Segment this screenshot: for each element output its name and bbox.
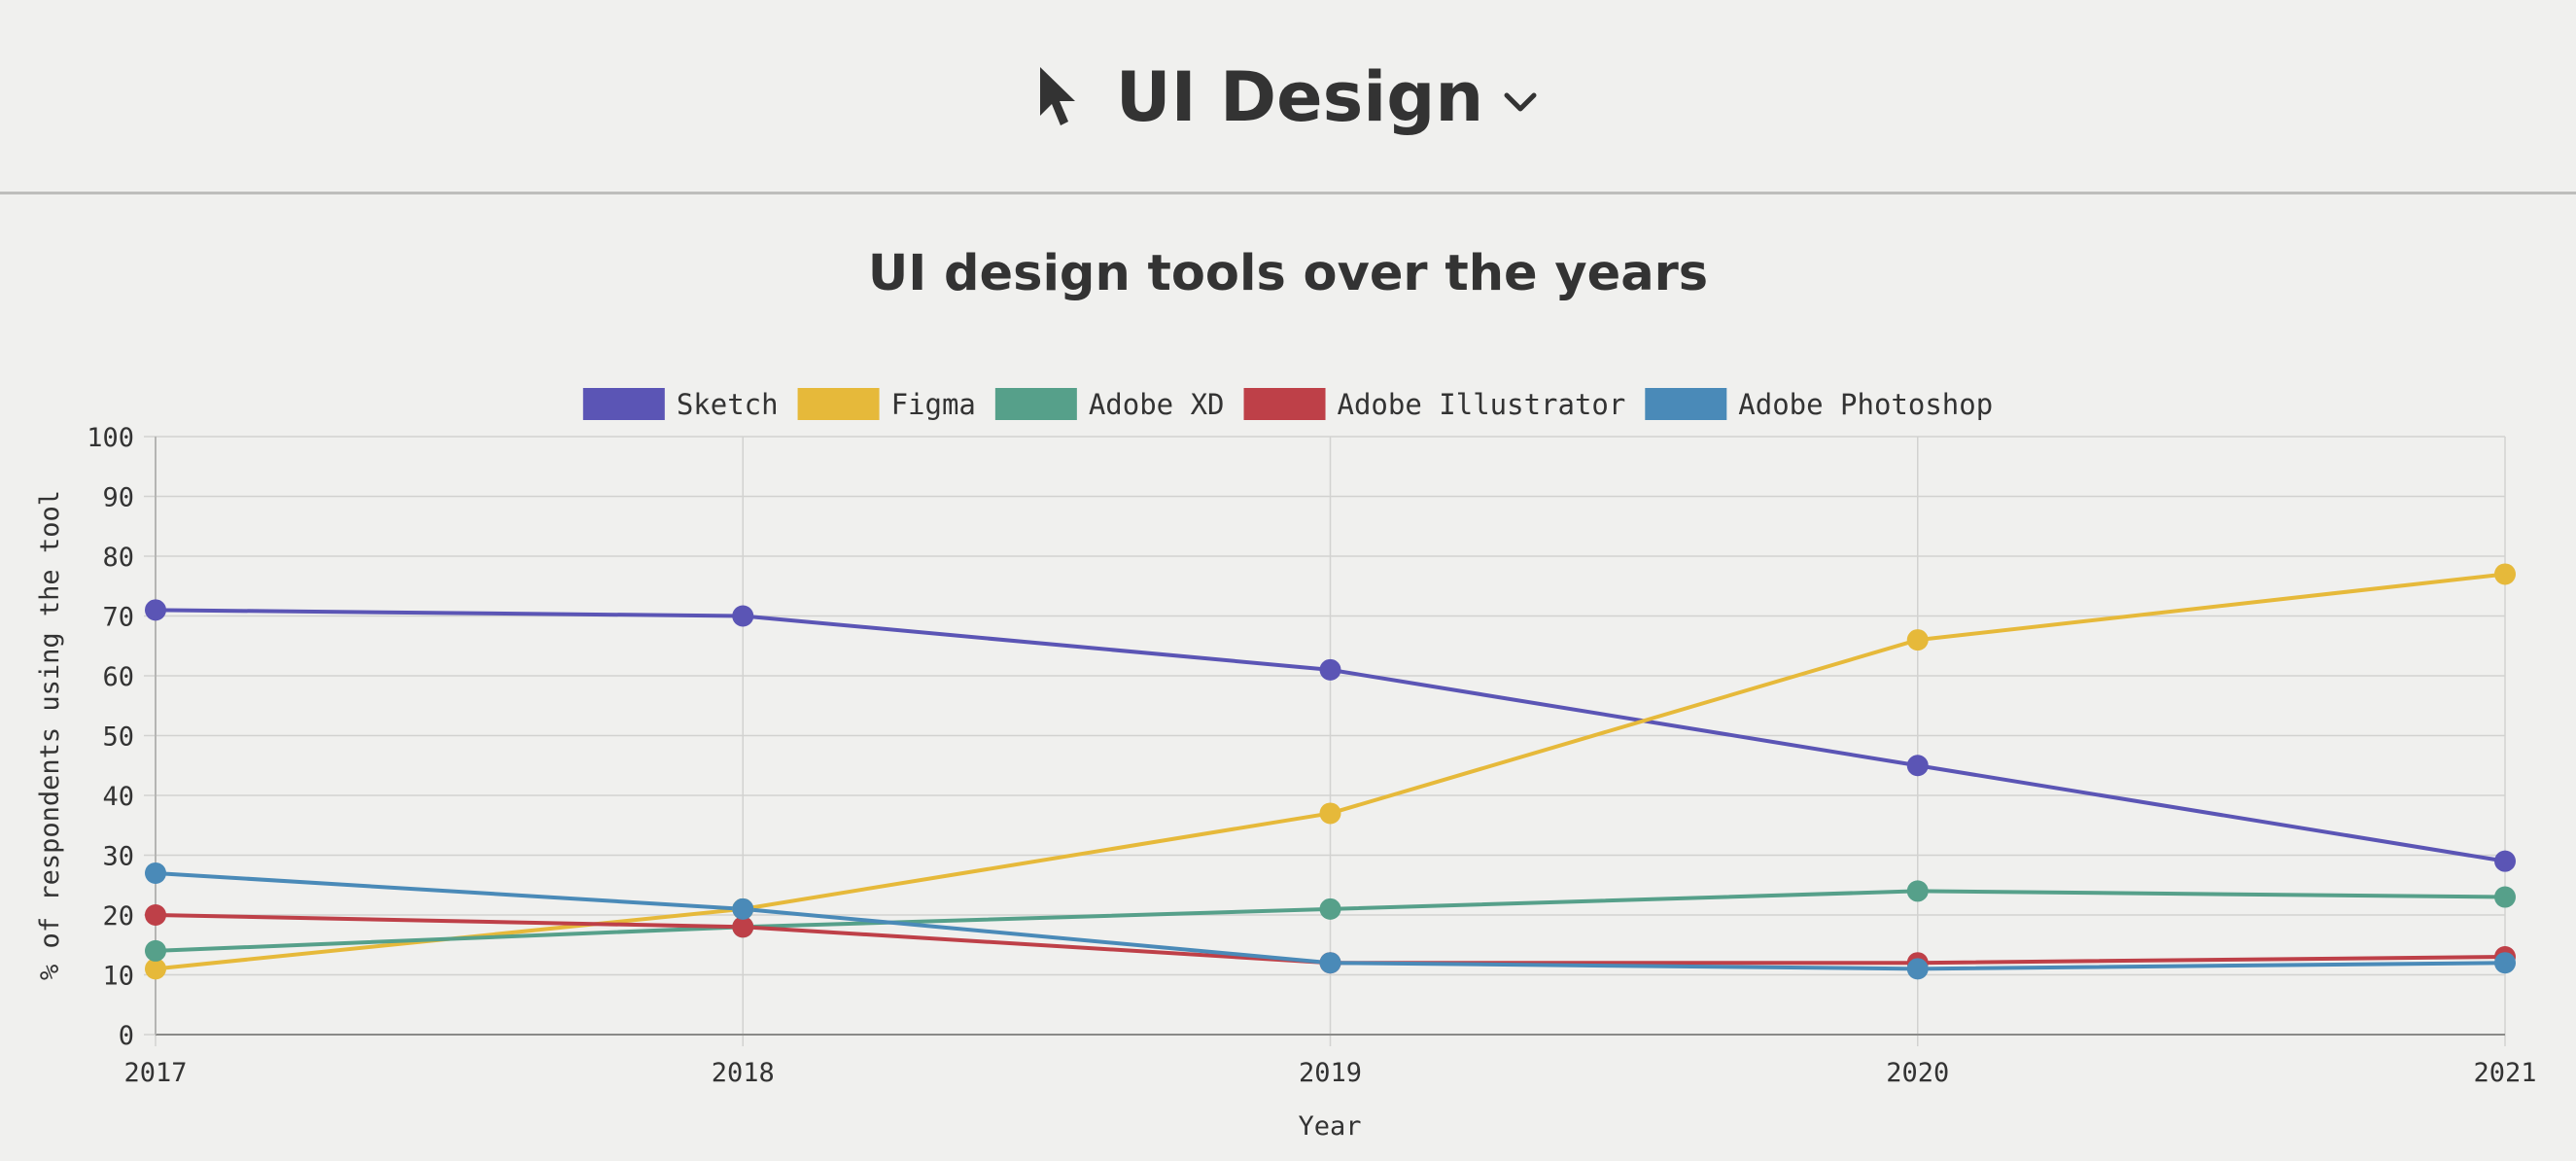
legend-swatch: [1645, 388, 1727, 420]
data-point-adobe-xd[interactable]: [2494, 886, 2516, 908]
x-tick-label: 2019: [1299, 1058, 1362, 1088]
data-point-sketch[interactable]: [1319, 658, 1341, 681]
legend-item-adobe-illustrator[interactable]: Adobe Illustrator: [1243, 388, 1626, 421]
y-tick-label: 50: [102, 722, 134, 753]
data-point-figma[interactable]: [1906, 629, 1929, 651]
data-point-sketch[interactable]: [145, 599, 166, 621]
x-axis-ticks: 2017 2018 2019 2020 2021: [123, 1058, 2536, 1088]
y-tick-label: 20: [102, 901, 134, 932]
legend-swatch: [994, 388, 1077, 420]
chart-axes: [155, 437, 2505, 1036]
x-tick-label: 2017: [123, 1058, 187, 1088]
data-point-adobe-photoshop[interactable]: [2494, 952, 2516, 974]
y-axis-label: % of respondents using the tool: [35, 490, 65, 980]
legend-swatch: [582, 388, 665, 420]
data-point-adobe-photoshop[interactable]: [1319, 952, 1341, 974]
chart-legend: Sketch Figma Adobe XD Adobe Illustrator Adob…: [582, 388, 1993, 421]
y-axis-ticks: 0 10 20 30 40 50 60 70 80 90 100: [87, 423, 134, 1051]
cursor-arrow-icon: [1039, 67, 1075, 125]
data-point-figma[interactable]: [145, 958, 166, 980]
data-point-sketch[interactable]: [732, 605, 754, 627]
x-tick-label: 2020: [1886, 1058, 1949, 1088]
legend-label: Adobe XD: [1089, 388, 1225, 421]
legend-item-figma[interactable]: Figma: [797, 388, 976, 421]
y-tick-label: 90: [102, 483, 134, 513]
data-point-sketch[interactable]: [1906, 755, 1929, 777]
data-point-adobe-xd[interactable]: [1906, 880, 1929, 902]
legend-label: Adobe Illustrator: [1338, 388, 1626, 421]
legend-item-adobe-photoshop[interactable]: Adobe Photoshop: [1645, 388, 1993, 421]
x-tick-label: 2018: [712, 1058, 775, 1088]
chart-title: UI design tools over the years: [867, 245, 1709, 302]
legend-swatch: [797, 388, 880, 420]
page-header: UI Design: [0, 0, 2576, 194]
data-point-adobe-illustrator[interactable]: [732, 916, 754, 938]
data-point-adobe-xd[interactable]: [1319, 897, 1341, 920]
y-tick-label: 100: [87, 423, 134, 453]
x-axis-label: Year: [1298, 1111, 1361, 1142]
data-point-adobe-photoshop[interactable]: [1906, 958, 1929, 980]
data-point-sketch[interactable]: [2494, 850, 2516, 872]
chevron-down-icon[interactable]: [1501, 88, 1540, 117]
legend-item-sketch[interactable]: Sketch: [582, 388, 779, 421]
y-tick-label: 30: [102, 842, 134, 872]
data-point-figma[interactable]: [1319, 802, 1341, 825]
data-point-adobe-xd[interactable]: [145, 939, 166, 962]
legend-label: Sketch: [677, 388, 779, 421]
series-points: [145, 563, 2516, 980]
data-point-adobe-photoshop[interactable]: [732, 897, 754, 920]
legend-label: Adobe Photoshop: [1738, 388, 1993, 421]
data-point-adobe-photoshop[interactable]: [145, 862, 166, 884]
x-tick-label: 2021: [2473, 1058, 2536, 1088]
data-point-figma[interactable]: [2494, 563, 2516, 585]
legend-swatch: [1243, 388, 1326, 420]
y-tick-label: 0: [119, 1021, 134, 1051]
y-tick-label: 70: [102, 603, 134, 633]
section-title: UI Design: [1115, 57, 1484, 137]
legend-label: Figma: [891, 388, 976, 421]
y-tick-label: 60: [102, 662, 134, 692]
y-tick-label: 40: [102, 782, 134, 812]
legend-item-adobe-xd[interactable]: Adobe XD: [994, 388, 1225, 421]
y-tick-label: 80: [102, 543, 134, 573]
y-tick-label: 10: [102, 962, 134, 992]
header-bar: UI Design: [0, 44, 2576, 151]
data-point-adobe-illustrator[interactable]: [145, 904, 166, 926]
